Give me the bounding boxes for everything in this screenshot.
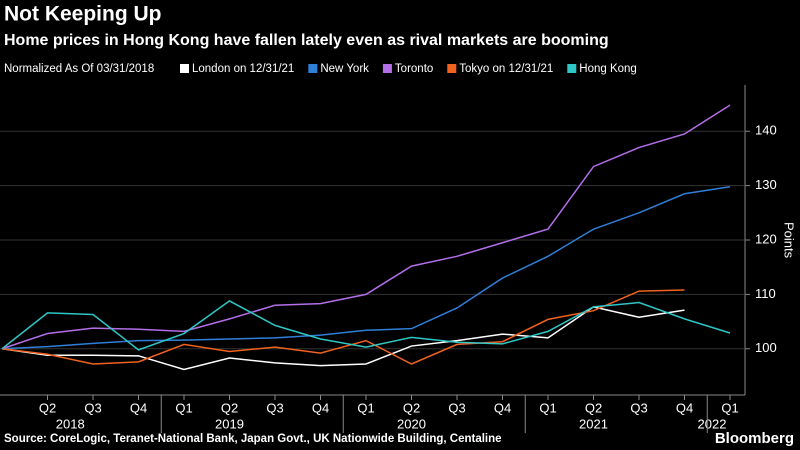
legend-swatch [180,64,189,73]
legend-label: Tokyo on 12/31/21 [459,63,553,75]
legend-swatch [308,64,318,73]
legend-swatch [382,64,392,73]
x-tick-label: Q3 [266,400,283,415]
x-tick-label: Q4 [312,400,329,415]
legend-swatch [447,64,457,73]
x-year-label: 2021 [579,416,608,431]
source: Source: CoreLogic, Teranet-National Bank… [4,433,502,445]
x-year-label: 2019 [215,416,244,431]
y-tick-label: 130 [755,177,777,192]
series-line [1,300,731,351]
x-tick-label: Q1 [721,400,738,415]
series-line [1,104,731,350]
series-line [1,306,685,371]
x-tick-label: Q1 [357,400,374,415]
series-line [1,185,731,350]
y-tick-label: 110 [755,286,776,301]
x-tick-label: Q2 [221,400,238,415]
logo: Bloomberg [715,430,794,447]
x-tick-label: Q2 [39,400,56,415]
x-tick-label: Q1 [539,400,556,415]
x-tick-label: Q4 [676,400,693,415]
legend-label: Toronto [395,63,433,75]
x-year-label: 2022 [698,416,727,431]
x-tick-label: Q1 [175,400,192,415]
y-axis-label: Points [782,222,797,259]
legend-label: London on 12/31/21 [192,63,294,75]
legend-swatch [567,64,577,73]
chart-subtitle: Home prices in Hong Kong have fallen lat… [4,32,609,49]
x-tick-label: Q3 [448,400,465,415]
series-line [1,289,685,365]
legend-title: Normalized As Of 03/31/2018 [4,63,154,75]
y-tick-label: 100 [755,340,777,355]
x-tick-label: Q3 [84,400,101,415]
x-tick-label: Q4 [494,400,511,415]
x-year-label: 2018 [56,416,85,431]
x-tick-label: Q4 [130,400,147,415]
x-year-label: 2020 [397,416,426,431]
x-tick-label: Q2 [403,400,420,415]
y-tick-label: 120 [755,231,777,246]
y-tick-label: 140 [755,123,777,138]
x-tick-label: Q3 [630,400,647,415]
chart-title: Not Keeping Up [4,3,162,26]
legend-label: New York [320,63,369,75]
legend-label: Hong Kong [579,63,637,75]
x-tick-label: Q2 [585,400,602,415]
